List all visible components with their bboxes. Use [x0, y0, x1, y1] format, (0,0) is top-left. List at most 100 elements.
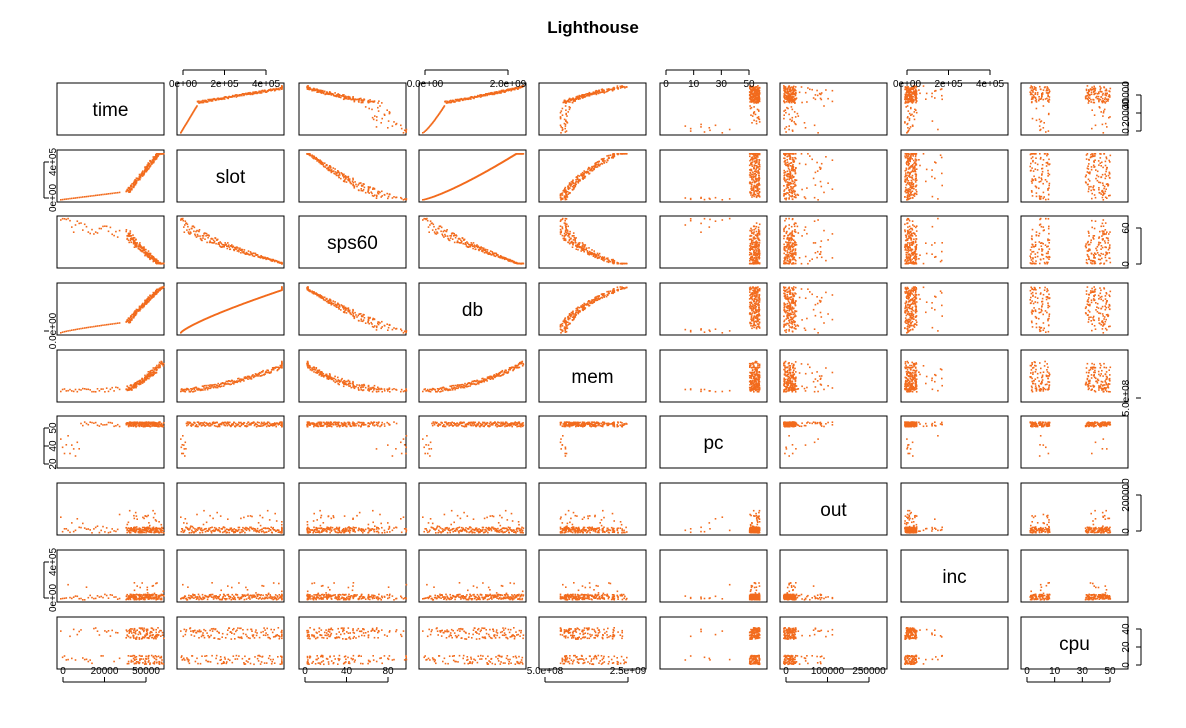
- data-point: [132, 182, 135, 185]
- data-point: [587, 93, 590, 95]
- data-point: [1048, 187, 1050, 189]
- data-point: [751, 98, 754, 100]
- data-point: [1093, 160, 1095, 162]
- data-point: [1034, 179, 1037, 181]
- data-point: [1086, 153, 1089, 155]
- data-point: [576, 180, 578, 183]
- data-point: [587, 253, 590, 255]
- data-point: [786, 230, 788, 233]
- data-point: [797, 194, 800, 196]
- data-point: [755, 156, 757, 159]
- data-point: [912, 155, 914, 157]
- data-point: [904, 156, 907, 159]
- data-point: [559, 228, 562, 231]
- data-point: [200, 101, 203, 103]
- data-point: [1102, 115, 1104, 117]
- data-point: [913, 111, 916, 113]
- data-point: [260, 255, 262, 257]
- data-point: [1038, 195, 1041, 197]
- data-point: [1100, 176, 1103, 178]
- data-point: [755, 178, 757, 180]
- data-point: [563, 101, 565, 103]
- data-point: [362, 183, 365, 185]
- data-point: [912, 232, 915, 235]
- data-point: [1104, 196, 1107, 199]
- data-point: [755, 252, 758, 255]
- data-point: [560, 110, 563, 112]
- data-point: [749, 191, 751, 193]
- data-point: [65, 198, 68, 200]
- data-point: [1047, 175, 1049, 177]
- data-point: [792, 187, 794, 190]
- data-point: [480, 94, 482, 96]
- data-point: [911, 100, 914, 102]
- data-point: [934, 242, 936, 244]
- data-point: [594, 255, 597, 257]
- data-point: [1038, 181, 1041, 183]
- data-point: [381, 117, 383, 120]
- data-point: [583, 170, 585, 172]
- panel-sps60-out: [779, 215, 888, 269]
- data-point: [128, 241, 130, 244]
- data-point: [823, 229, 825, 232]
- data-point: [905, 167, 908, 170]
- data-point: [262, 257, 264, 260]
- data-point: [610, 156, 613, 159]
- data-point: [786, 254, 789, 256]
- data-point: [1106, 183, 1109, 185]
- data-point: [118, 229, 121, 232]
- data-point: [915, 159, 918, 161]
- data-point: [907, 181, 909, 184]
- data-point: [452, 101, 454, 103]
- data-point: [564, 101, 567, 103]
- data-point: [904, 101, 907, 103]
- data-point: [202, 101, 205, 104]
- data-point: [940, 156, 943, 159]
- data-point: [786, 95, 789, 97]
- data-point: [1039, 153, 1041, 155]
- data-point: [906, 160, 908, 163]
- data-point: [368, 107, 370, 110]
- data-point: [788, 227, 790, 230]
- data-point: [915, 238, 918, 240]
- data-point: [905, 184, 908, 186]
- data-point: [1031, 178, 1033, 180]
- data-point: [317, 159, 320, 161]
- data-point: [752, 179, 755, 181]
- data-point: [457, 99, 460, 101]
- data-point: [364, 106, 367, 108]
- data-point: [1032, 159, 1034, 162]
- data-point: [751, 173, 754, 176]
- data-point: [750, 257, 752, 259]
- data-point: [567, 185, 569, 187]
- data-point: [909, 188, 912, 191]
- data-point: [74, 197, 77, 199]
- data-point: [405, 130, 407, 132]
- data-point: [565, 112, 567, 115]
- data-point: [752, 85, 754, 88]
- data-point: [568, 97, 571, 100]
- data-point: [783, 246, 786, 248]
- data-point: [783, 235, 786, 237]
- data-point: [811, 258, 813, 260]
- data-point: [235, 96, 238, 98]
- panel-slot-out: [779, 149, 888, 203]
- data-point: [433, 119, 436, 122]
- data-point: [783, 93, 785, 95]
- data-point: [1030, 162, 1032, 165]
- data-point: [225, 243, 228, 246]
- data-point: [750, 192, 753, 194]
- data-point: [564, 222, 567, 225]
- data-point: [133, 237, 136, 239]
- data-point: [141, 175, 144, 177]
- data-point: [904, 97, 907, 99]
- data-point: [253, 255, 256, 258]
- data-point: [905, 162, 908, 164]
- data-point: [376, 116, 378, 118]
- data-point: [241, 250, 243, 252]
- data-point: [785, 87, 787, 89]
- data-point: [361, 99, 363, 101]
- data-point: [583, 94, 585, 97]
- data-point: [245, 253, 247, 255]
- data-point: [565, 130, 568, 132]
